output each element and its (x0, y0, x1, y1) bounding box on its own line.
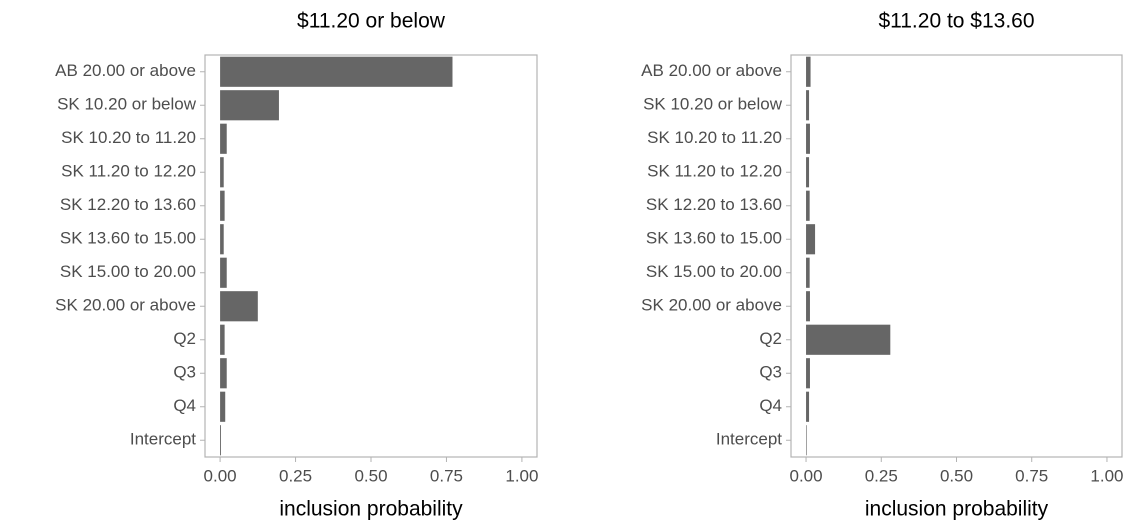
bar (220, 425, 221, 456)
y-tick-label: SK 20.00 or above (55, 296, 196, 315)
y-tick-label: Q4 (759, 396, 782, 415)
y-tick-label: SK 15.00 to 20.00 (60, 262, 196, 281)
y-tick-label: SK 11.20 to 12.20 (647, 162, 782, 181)
bar (806, 123, 810, 154)
y-tick-label: SK 15.00 to 20.00 (646, 262, 782, 281)
bar (220, 190, 225, 221)
y-tick-label: SK 10.20 or below (643, 95, 783, 114)
bar (806, 291, 810, 322)
bar (806, 157, 810, 188)
y-tick-label: SK 20.00 or above (641, 296, 782, 315)
bar (220, 391, 226, 422)
y-tick-label: AB 20.00 or above (641, 61, 782, 80)
bar (220, 257, 227, 288)
y-tick-label: SK 12.20 to 13.60 (60, 195, 196, 214)
bar (806, 90, 810, 121)
bar (806, 224, 816, 255)
x-tick-label: 0.25 (865, 466, 898, 485)
y-tick-label: SK 13.60 to 15.00 (646, 229, 782, 248)
bar (220, 123, 227, 154)
x-tick-label: 0.00 (789, 466, 822, 485)
x-axis-title: inclusion probability (865, 498, 1049, 521)
x-tick-label: 0.75 (1015, 466, 1048, 485)
panel-title: $11.20 to $13.60 (878, 10, 1034, 33)
x-axis-title: inclusion probability (279, 498, 463, 521)
y-tick-label: AB 20.00 or above (55, 61, 196, 80)
y-tick-label: SK 10.20 to 11.20 (61, 128, 196, 147)
y-tick-label: SK 13.60 to 15.00 (60, 229, 196, 248)
bar (220, 90, 279, 121)
y-tick-label: Q4 (173, 396, 196, 415)
y-tick-label: Q2 (759, 329, 782, 348)
bar (806, 324, 891, 355)
x-tick-label: 0.50 (354, 466, 387, 485)
panel-title: $11.20 or below (297, 10, 446, 33)
bar (220, 358, 227, 389)
y-tick-label: SK 10.20 or below (57, 95, 197, 114)
y-tick-label: Q3 (173, 363, 196, 382)
x-tick-label: 0.00 (204, 466, 237, 485)
bar (806, 391, 810, 422)
bar (220, 224, 224, 255)
bar (806, 56, 811, 87)
bar (220, 291, 258, 322)
y-tick-label: Intercept (716, 430, 782, 449)
bar (806, 257, 810, 288)
x-tick-label: 0.75 (430, 466, 463, 485)
bar (806, 425, 807, 456)
bar (220, 56, 453, 87)
x-tick-label: 1.00 (505, 466, 538, 485)
x-tick-label: 0.25 (279, 466, 312, 485)
x-tick-label: 1.00 (1090, 466, 1123, 485)
y-tick-label: SK 10.20 to 11.20 (647, 128, 782, 147)
y-tick-label: Intercept (130, 430, 196, 449)
x-tick-label: 0.50 (940, 466, 973, 485)
bar (806, 358, 810, 389)
y-tick-label: Q3 (759, 363, 782, 382)
y-tick-label: SK 11.20 to 12.20 (61, 162, 196, 181)
plot-border (790, 54, 1123, 458)
bar (806, 190, 810, 221)
y-tick-label: SK 12.20 to 13.60 (646, 195, 782, 214)
bar (220, 324, 225, 355)
y-tick-label: Q2 (173, 329, 196, 348)
bar (220, 157, 224, 188)
